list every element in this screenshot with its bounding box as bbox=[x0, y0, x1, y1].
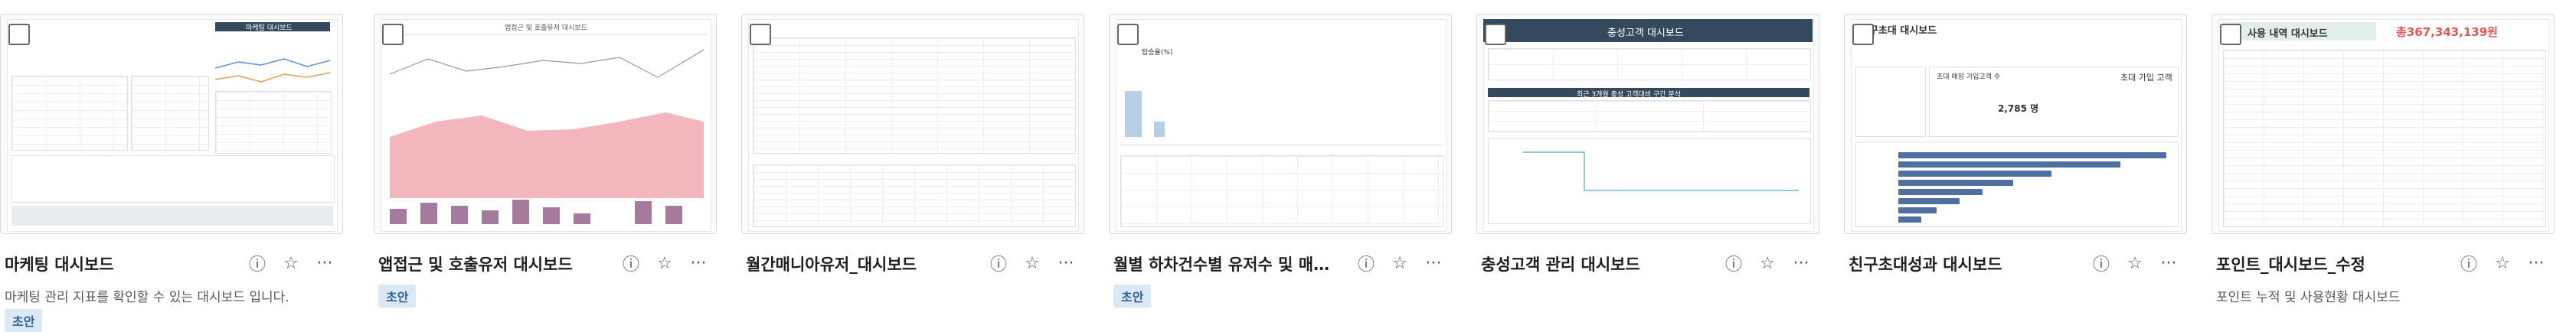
dashboard-thumbnail[interactable]: 사용 내역 대시보드 총367,343,139원 bbox=[2212, 14, 2555, 234]
thumb-header: 앱접근 및 호출유저 대시보드 bbox=[505, 24, 587, 32]
more-icon[interactable]: ··· bbox=[316, 253, 333, 273]
dashboard-card[interactable]: 사용 내역 대시보드 총367,343,139원 포인트_대시보드_수정 ⓘ ☆… bbox=[2212, 11, 2555, 314]
thumb-subheader: 최근 3개월 충성 고객대비 구간 분석 bbox=[1577, 91, 1681, 99]
star-icon[interactable]: ☆ bbox=[657, 253, 672, 273]
info-icon[interactable]: ⓘ bbox=[2460, 256, 2477, 275]
star-icon[interactable]: ☆ bbox=[2495, 253, 2510, 273]
dashboard-thumbnail[interactable]: 충성고객 대시보드 최근 3개월 충성 고객대비 구간 분석 bbox=[1476, 14, 1819, 234]
select-checkbox[interactable] bbox=[2220, 24, 2241, 45]
select-checkbox[interactable] bbox=[8, 24, 30, 45]
more-icon[interactable]: ··· bbox=[1425, 253, 1442, 273]
thumb-big-value: 2,785 명 bbox=[1998, 103, 2039, 114]
dashboard-thumbnail[interactable]: 마케팅 대시보드 bbox=[0, 14, 343, 234]
dashboard-thumbnail[interactable]: 탑승율(%) bbox=[1109, 14, 1452, 234]
more-icon[interactable]: ··· bbox=[1793, 253, 1809, 273]
status-badge: 초안 bbox=[1113, 285, 1152, 308]
thumb-label: 초대 매장 가입고객 수 bbox=[1937, 73, 2001, 81]
card-title[interactable]: 월별 하차건수별 유저수 및 매출... bbox=[1113, 256, 1335, 274]
card-title[interactable]: 앱접근 및 호출유저 대시보드 bbox=[378, 256, 573, 274]
star-icon[interactable]: ☆ bbox=[283, 253, 299, 273]
more-icon[interactable]: ··· bbox=[690, 253, 707, 273]
card-title[interactable]: 충성고객 관리 대시보드 bbox=[1481, 256, 1640, 274]
thumb-header: 마케팅 대시보드 bbox=[246, 24, 293, 32]
thumb-header: 친구초대 대시보드 bbox=[1860, 25, 1937, 37]
info-icon[interactable]: ⓘ bbox=[1724, 256, 1742, 275]
select-checkbox[interactable] bbox=[382, 24, 404, 45]
select-checkbox[interactable] bbox=[1117, 24, 1139, 45]
dashboard-card[interactable]: 탑승율(%) 월별 하차건수별 유저수 및 매출... ⓘ ☆ ··· 초안 bbox=[1109, 11, 1452, 314]
card-description: 마케팅 관리 지표를 확인할 수 있는 대시보드 입니다. bbox=[5, 290, 289, 305]
more-icon[interactable]: ··· bbox=[2528, 253, 2545, 273]
dashboard-card[interactable]: 월간매니아유저_대시보드 ⓘ ☆ ··· bbox=[741, 11, 1084, 314]
star-icon[interactable]: ☆ bbox=[1760, 253, 1775, 273]
dashboard-card[interactable]: 충성고객 대시보드 최근 3개월 충성 고객대비 구간 분석 충성고객 관리 대… bbox=[1476, 11, 1819, 314]
thumb-header: 충성고객 대시보드 bbox=[1607, 28, 1684, 39]
info-icon[interactable]: ⓘ bbox=[622, 256, 639, 275]
dashboard-thumbnail[interactable]: 앱접근 및 호출유저 대시보드 bbox=[374, 14, 717, 234]
star-icon[interactable]: ☆ bbox=[1392, 253, 1407, 273]
dashboard-card[interactable]: 친구초대 대시보드 초대 매장 가입고객 수 초대 가입 고객 2,785 명 … bbox=[1844, 11, 2187, 314]
dashboard-card-row: 마케팅 대시보드 마케팅 대시보드 ⓘ ☆ ··· 마케팅 관리 지표를 확인할… bbox=[0, 11, 2555, 332]
select-checkbox[interactable] bbox=[1852, 24, 1874, 45]
star-icon[interactable]: ☆ bbox=[2127, 253, 2143, 273]
dashboard-thumbnail[interactable] bbox=[741, 14, 1084, 234]
more-icon[interactable]: ··· bbox=[2160, 253, 2177, 273]
thumb-label-2: 초대 가입 고객 bbox=[2120, 73, 2172, 83]
select-checkbox[interactable] bbox=[1485, 24, 1506, 45]
info-icon[interactable]: ⓘ bbox=[2092, 256, 2110, 275]
dashboard-card[interactable]: 마케팅 대시보드 마케팅 대시보드 ⓘ ☆ ··· 마케팅 관리 지표를 확인할… bbox=[0, 11, 343, 332]
info-icon[interactable]: ⓘ bbox=[989, 256, 1007, 275]
card-title[interactable]: 친구초대성과 대시보드 bbox=[1849, 256, 2002, 274]
star-icon[interactable]: ☆ bbox=[1025, 253, 1040, 273]
thumb-header: 사용 내역 대시보드 bbox=[2247, 28, 2328, 40]
card-title[interactable]: 월간매니아유저_대시보드 bbox=[746, 256, 917, 274]
more-icon[interactable]: ··· bbox=[1058, 253, 1074, 273]
card-description: 포인트 누적 및 사용현황 대시보드 bbox=[2216, 290, 2401, 305]
status-badge: 초안 bbox=[378, 285, 417, 308]
dashboard-card[interactable]: 앱접근 및 호출유저 대시보드 앱접근 및 호출유저 대시보드 ⓘ bbox=[374, 11, 717, 314]
card-title[interactable]: 포인트_대시보드_수정 bbox=[2216, 256, 2365, 274]
dashboard-thumbnail[interactable]: 친구초대 대시보드 초대 매장 가입고객 수 초대 가입 고객 2,785 명 bbox=[1844, 14, 2187, 234]
info-icon[interactable]: ⓘ bbox=[248, 256, 266, 275]
info-icon[interactable]: ⓘ bbox=[1357, 256, 1375, 275]
thumb-label: 탑승율(%) bbox=[1142, 49, 1173, 57]
thumb-big-value: 총367,343,139원 bbox=[2396, 25, 2498, 39]
select-checkbox[interactable] bbox=[750, 24, 771, 45]
status-badge: 초안 bbox=[5, 309, 43, 332]
card-title[interactable]: 마케팅 대시보드 bbox=[5, 256, 114, 274]
